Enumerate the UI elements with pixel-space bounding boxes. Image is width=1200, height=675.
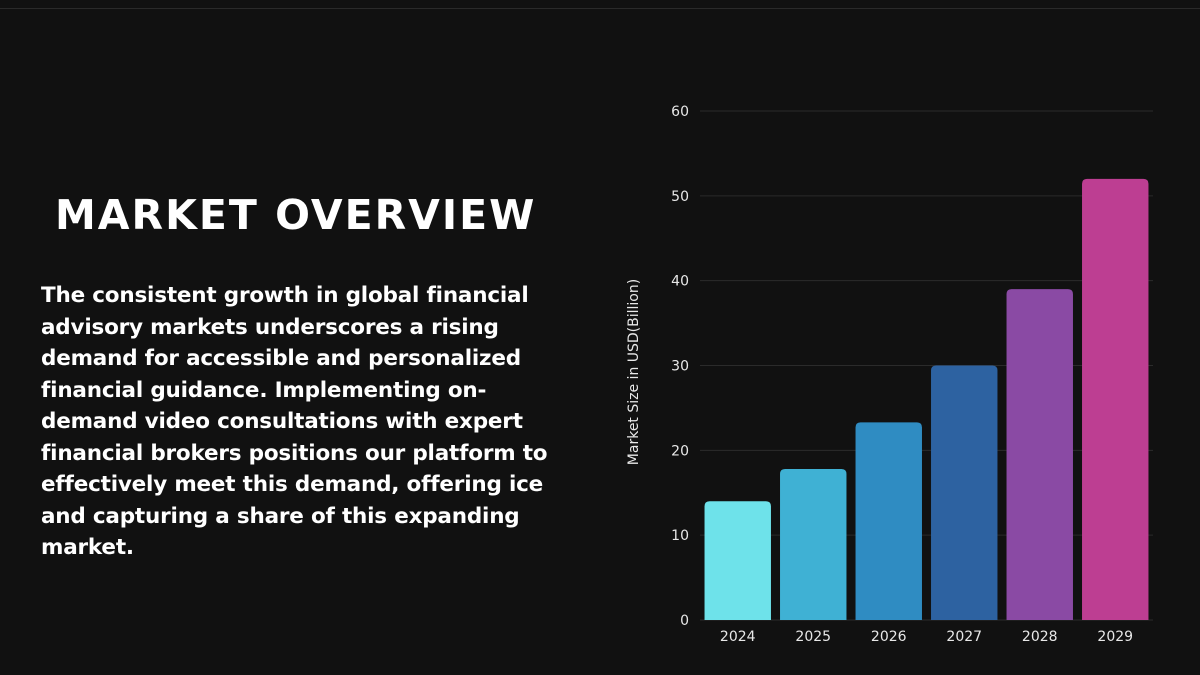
slide-body-text: The consistent growth in global financia… [41, 283, 548, 560]
y-tick-label: 40 [671, 274, 689, 290]
chart-bars [704, 178, 1149, 620]
y-tick-label: 10 [671, 528, 689, 544]
bar-2029 [1082, 178, 1149, 620]
top-divider [0, 8, 1200, 9]
chart-gridlines [700, 110, 1153, 621]
x-tick-label: 2028 [1022, 629, 1058, 645]
x-axis-ticks: 2024 2025 2026 2027 2028 2029 [720, 629, 1133, 645]
market-size-bar-chart: 0 10 20 30 40 50 60 2024 2025 2026 2027 2028 2029 M… [626, 104, 1153, 645]
y-tick-label: 20 [671, 443, 689, 459]
bar-2028 [1006, 289, 1073, 620]
bar-2027 [931, 365, 998, 620]
slide-title: MARKET OVERVIEW [55, 191, 537, 239]
x-tick-label: 2026 [871, 629, 907, 645]
bar-2025 [780, 468, 847, 620]
y-axis-label: Market Size in USD(Billion) [626, 279, 642, 465]
x-tick-label: 2029 [1097, 629, 1133, 645]
y-tick-label: 60 [671, 104, 689, 120]
x-tick-label: 2027 [946, 629, 982, 645]
bar-2026 [855, 422, 922, 620]
y-tick-label: 30 [671, 359, 689, 375]
y-tick-label: 0 [680, 613, 689, 629]
bar-2024 [704, 501, 771, 620]
y-axis-ticks: 0 10 20 30 40 50 60 [671, 104, 689, 629]
x-tick-label: 2025 [795, 629, 831, 645]
y-tick-label: 50 [671, 189, 689, 205]
x-tick-label: 2024 [720, 629, 756, 645]
